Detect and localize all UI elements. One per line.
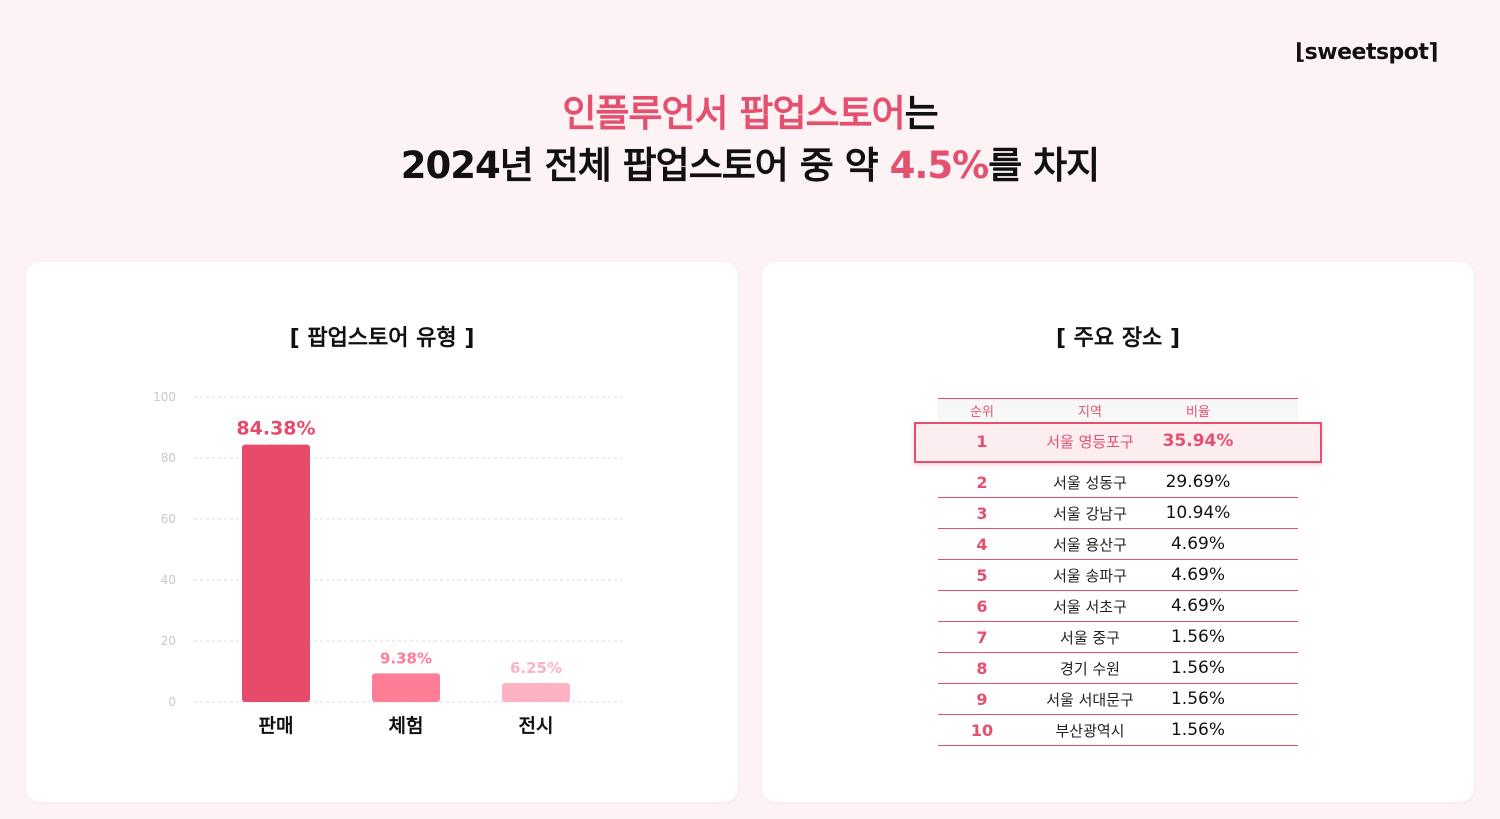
row-spacer: [1242, 421, 1298, 464]
rank-cell: 8: [938, 652, 1026, 684]
rank-cell: 2: [938, 464, 1026, 498]
y-tick-label: 20: [161, 634, 176, 648]
bar-value-label: 84.38%: [236, 418, 315, 440]
top-rank-highlight: [914, 422, 1322, 463]
row-spacer: [1242, 683, 1298, 715]
y-tick-label: 100: [153, 390, 176, 404]
header-region: 지역: [1026, 398, 1154, 421]
row-spacer: [1242, 621, 1298, 653]
region-cell: 서울 성동구: [1026, 464, 1154, 498]
region-cell: 서울 강남구: [1026, 497, 1154, 529]
rank-cell: 6: [938, 590, 1026, 622]
header-spacer: [1242, 398, 1298, 421]
ratio-cell: 10.94%: [1154, 497, 1242, 529]
bar-value-label: 9.38%: [380, 649, 432, 667]
ratio-cell: 1.56%: [1154, 621, 1242, 653]
rank-cell: 10: [938, 714, 1026, 746]
headline-line-2: 2024년 전체 팝업스토어 중 약 4.5%를 차지: [0, 140, 1500, 192]
region-cell: 부산광역시: [1026, 714, 1154, 746]
header-ratio: 비율: [1154, 398, 1242, 421]
rank-cell: 4: [938, 528, 1026, 560]
headline-line-1: 인플루언서 팝업스토어는: [0, 88, 1500, 140]
header-rank: 순위: [938, 398, 1026, 421]
ratio-cell: 1.56%: [1154, 714, 1242, 746]
bar: [502, 682, 570, 702]
row-spacer: [1242, 590, 1298, 622]
x-tick-label: 전시: [519, 715, 554, 737]
table-row: 8 경기 수원 1.56%: [938, 652, 1298, 684]
rank-cell: 9: [938, 683, 1026, 715]
headline-accent-2: 4.5%: [889, 144, 990, 187]
ratio-cell: 4.69%: [1154, 559, 1242, 591]
chart-title: [ 팝업스토어 유형 ]: [289, 326, 475, 351]
headline: 인플루언서 팝업스토어는 2024년 전체 팝업스토어 중 약 4.5%를 차지: [0, 88, 1500, 192]
bar-value-label: 6.25%: [510, 659, 562, 677]
location-card: [ 주요 장소 ] 순위 지역 비율 1 서울 영등포구 35.94% 2 서울 성동구…: [762, 262, 1474, 802]
region-cell: 서울 서대문구: [1026, 683, 1154, 715]
location-title: [ 주요 장소 ]: [1055, 326, 1181, 351]
table-row: 7 서울 중구 1.56%: [938, 621, 1298, 653]
ratio-cell: 1.56%: [1154, 652, 1242, 684]
region-cell: 서울 용산구: [1026, 528, 1154, 560]
region-cell: 서울 중구: [1026, 621, 1154, 653]
table-row: 9 서울 서대문구 1.56%: [938, 683, 1298, 715]
ratio-cell: 29.69%: [1154, 464, 1242, 498]
x-tick-label: 체험: [389, 715, 424, 737]
row-spacer: [1242, 714, 1298, 746]
headline-text-2b: 를 차지: [988, 144, 1100, 187]
rank-cell: 3: [938, 497, 1026, 529]
rank-cell: 7: [938, 621, 1026, 653]
bar: [372, 673, 440, 702]
y-tick-label: 40: [161, 573, 176, 587]
ratio-cell: 35.94%: [1162, 431, 1234, 451]
table-row: 10 부산광역시 1.56%: [938, 714, 1298, 746]
popup-type-bar-chart: 0 20 40 60 80 100 84.38% 판매 9.38% 체험 6.25% 전시: [153, 390, 622, 737]
row-spacer: [1242, 464, 1298, 498]
row-spacer: [1242, 528, 1298, 560]
headline-text-1: 는: [904, 92, 939, 135]
bar: [242, 444, 310, 702]
region-cell: 서울 송파구: [1026, 559, 1154, 591]
region-cell: 경기 수원: [1026, 652, 1154, 684]
y-tick-label: 80: [161, 451, 176, 465]
ratio-cell: 1.56%: [1154, 683, 1242, 715]
region-cell: 서울 영등포구: [1046, 432, 1134, 451]
row-spacer: [1242, 652, 1298, 684]
y-tick-label: 60: [161, 512, 176, 526]
ratio-cell: 4.69%: [1154, 590, 1242, 622]
rank-cell: 1: [976, 431, 988, 451]
ratio-cell: 4.69%: [1154, 528, 1242, 560]
y-tick-label: 0: [168, 695, 176, 709]
popup-type-card: [ 팝업스토어 유형 ] 0 20 40 60 80 100 84.38% 판매 9.38% 체험…: [26, 262, 738, 802]
headline-text-2a: 2024년 전체 팝업스토어 중 약: [400, 144, 890, 187]
table-row: 6 서울 서초구 4.69%: [938, 590, 1298, 622]
table-row: 2 서울 성동구 29.69%: [938, 464, 1298, 498]
table-row: 1 서울 영등포구 35.94%: [938, 421, 1298, 464]
x-tick-label: 판매: [259, 715, 294, 737]
row-spacer: [1242, 559, 1298, 591]
headline-accent-1: 인플루언서 팝업스토어: [562, 92, 905, 135]
brand-logo: ⌊sweetspot⌉: [1295, 40, 1438, 65]
region-cell: 서울 서초구: [1026, 590, 1154, 622]
location-table: 순위 지역 비율 1 서울 영등포구 35.94% 2 서울 성동구 29.69% 3 서울 …: [938, 398, 1298, 746]
table-header: 순위 지역 비율: [938, 398, 1298, 421]
table-row: 5 서울 송파구 4.69%: [938, 559, 1298, 591]
row-spacer: [1242, 497, 1298, 529]
table-row: 3 서울 강남구 10.94%: [938, 497, 1298, 529]
table-row: 4 서울 용산구 4.69%: [938, 528, 1298, 560]
rank-cell: 5: [938, 559, 1026, 591]
